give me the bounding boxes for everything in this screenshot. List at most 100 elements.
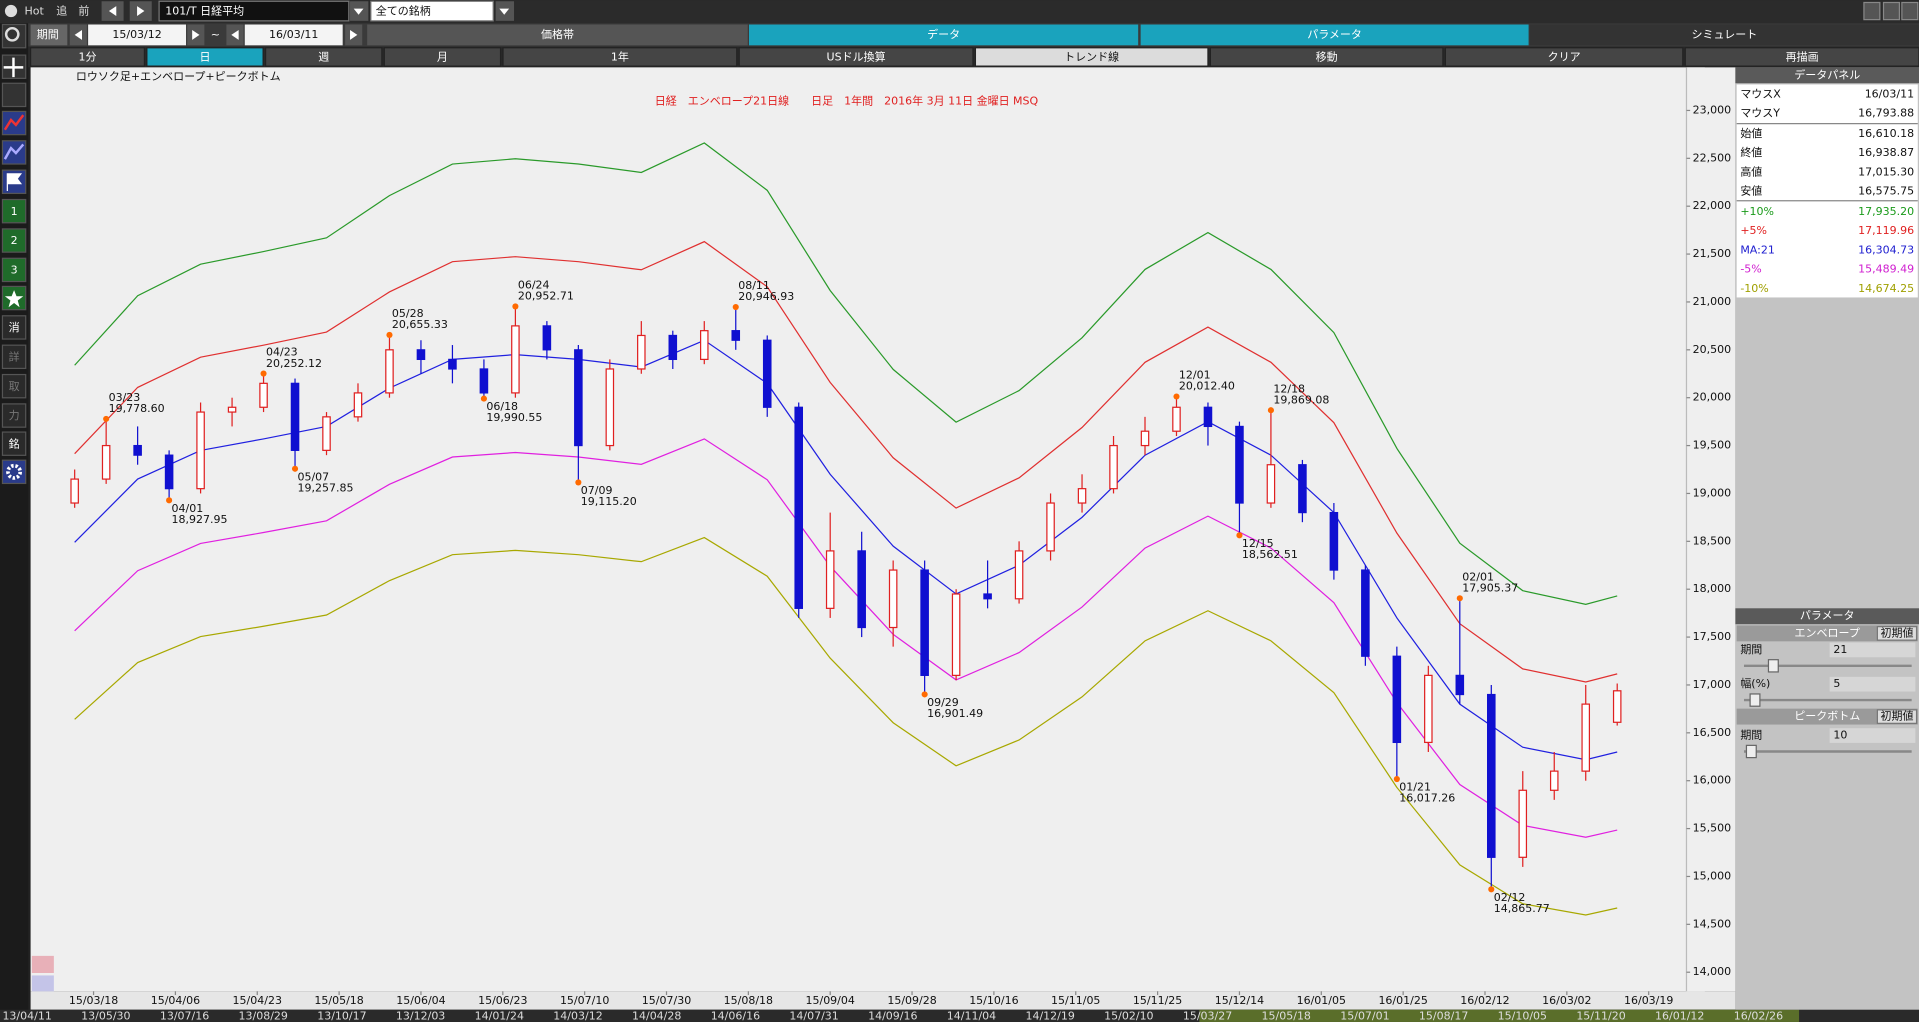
toolbar-button[interactable] bbox=[1209, 47, 1444, 67]
peak-bottom-marker bbox=[260, 370, 267, 377]
arrow bbox=[192, 30, 200, 40]
section-bar bbox=[1736, 708, 1918, 725]
window-button[interactable] bbox=[1882, 1, 1901, 21]
list-box[interactable] bbox=[370, 0, 494, 22]
navigator-label: 14/04/28 bbox=[632, 1009, 681, 1022]
to-box[interactable] bbox=[244, 24, 343, 46]
value-box bbox=[1829, 676, 1916, 692]
tool-icon[interactable] bbox=[1, 82, 27, 108]
toolbar-button[interactable] bbox=[383, 47, 502, 67]
annotation-value: 19,257.85 bbox=[297, 481, 353, 494]
side-button[interactable] bbox=[1, 403, 27, 428]
row-value: 17,015.30 bbox=[1858, 165, 1914, 178]
toolbar-button[interactable] bbox=[1684, 47, 1919, 67]
annotation-date: 04/01 bbox=[172, 502, 204, 515]
candle-body bbox=[574, 349, 583, 447]
side-button[interactable] bbox=[1, 344, 27, 370]
toolbar-button[interactable] bbox=[738, 47, 974, 67]
y-tick-label: 18,500 bbox=[1693, 534, 1731, 547]
mini-button[interactable] bbox=[31, 975, 54, 992]
x-tick-label: 16/02/12 bbox=[1460, 994, 1509, 1007]
x-tick-label: 16/03/02 bbox=[1542, 994, 1591, 1007]
navigator-label: 15/05/18 bbox=[1262, 1009, 1311, 1022]
side-button[interactable] bbox=[1, 431, 27, 456]
tab[interactable] bbox=[748, 24, 1139, 46]
envelope-line bbox=[74, 536, 1618, 916]
slider-knob[interactable] bbox=[1749, 693, 1761, 707]
settings-button[interactable] bbox=[1, 459, 27, 485]
toolbar-button[interactable] bbox=[1444, 47, 1684, 67]
side-button[interactable] bbox=[1, 257, 27, 283]
search-icon bbox=[4, 26, 20, 42]
value-box bbox=[1829, 728, 1916, 743]
add-button: 追 bbox=[56, 4, 67, 18]
row-label: 安値 bbox=[1740, 184, 1762, 198]
candle-body bbox=[888, 569, 898, 629]
candle-body bbox=[448, 358, 457, 370]
side-button[interactable] bbox=[1, 228, 27, 253]
row-label: -10% bbox=[1740, 282, 1768, 295]
side-button[interactable] bbox=[1, 315, 27, 340]
reset-label: 初期値 bbox=[1880, 625, 1913, 639]
candle-body bbox=[133, 444, 142, 456]
candle-body bbox=[1549, 770, 1559, 791]
toolbar-button[interactable] bbox=[264, 47, 383, 67]
flag-icon bbox=[6, 173, 23, 191]
annotation-date: 01/21 bbox=[1399, 781, 1431, 794]
window-button[interactable] bbox=[1901, 1, 1919, 21]
annotation-date: 05/07 bbox=[297, 470, 329, 483]
param-label: 幅(%) bbox=[1740, 677, 1770, 690]
candle-body bbox=[668, 334, 678, 361]
navigator-label: 14/09/16 bbox=[868, 1009, 917, 1022]
tab[interactable] bbox=[1140, 24, 1529, 46]
annotation-value: 16,901.49 bbox=[927, 707, 983, 720]
toolbar-button[interactable] bbox=[974, 47, 1209, 67]
button-label: 月 bbox=[437, 51, 448, 64]
toolbar-button[interactable] bbox=[502, 47, 738, 67]
candle-body bbox=[1298, 464, 1307, 514]
candle-body bbox=[1077, 488, 1087, 504]
param-value: 21 bbox=[1833, 643, 1847, 656]
candle-body bbox=[542, 325, 552, 351]
row-value: 16,610.18 bbox=[1858, 127, 1914, 140]
candle-body bbox=[1235, 425, 1244, 504]
y-tick-label: 22,500 bbox=[1693, 151, 1731, 164]
panel-header bbox=[1735, 67, 1919, 84]
arrow bbox=[353, 8, 364, 15]
reset-button[interactable] bbox=[1876, 709, 1918, 724]
button-label: トレンド線 bbox=[1064, 50, 1119, 64]
candle-body bbox=[857, 550, 866, 629]
x-tick-label: 15/07/10 bbox=[560, 994, 609, 1007]
gear-icon bbox=[6, 463, 23, 480]
side-button[interactable] bbox=[1, 198, 27, 224]
button-label: 再描画 bbox=[1786, 50, 1819, 64]
section-bar bbox=[1736, 625, 1918, 642]
x-tick-label: 15/06/23 bbox=[478, 994, 527, 1007]
window-button[interactable] bbox=[1863, 1, 1881, 21]
side-button[interactable] bbox=[1, 373, 27, 399]
tab[interactable] bbox=[367, 24, 748, 46]
symbol-box[interactable] bbox=[158, 0, 350, 22]
peak-bottom-marker bbox=[103, 415, 110, 422]
x-tick-label: 16/03/19 bbox=[1624, 994, 1673, 1007]
button-label: 日 bbox=[199, 51, 210, 64]
slider-knob[interactable] bbox=[1745, 744, 1757, 759]
candle-body bbox=[1140, 430, 1150, 447]
from-box[interactable] bbox=[88, 24, 187, 46]
candle-body bbox=[1487, 693, 1496, 858]
arrow bbox=[137, 6, 145, 16]
slider-knob[interactable] bbox=[1767, 659, 1779, 673]
candle-body bbox=[479, 368, 489, 394]
navigator-window[interactable] bbox=[1199, 1009, 1800, 1022]
y-tick-label: 14,000 bbox=[1693, 965, 1731, 978]
navigator-label: 13/05/30 bbox=[81, 1009, 130, 1022]
reset-label: 初期値 bbox=[1880, 709, 1913, 723]
param-title: パラメータ bbox=[1800, 609, 1855, 622]
row-label: 終値 bbox=[1740, 145, 1762, 159]
toolbar-button[interactable] bbox=[146, 47, 264, 67]
tab[interactable] bbox=[1529, 24, 1919, 46]
reset-button[interactable] bbox=[1876, 626, 1918, 641]
mini-button[interactable] bbox=[31, 955, 54, 974]
toolbar-button[interactable] bbox=[29, 47, 146, 67]
navigator-label: 13/04/11 bbox=[2, 1009, 51, 1022]
